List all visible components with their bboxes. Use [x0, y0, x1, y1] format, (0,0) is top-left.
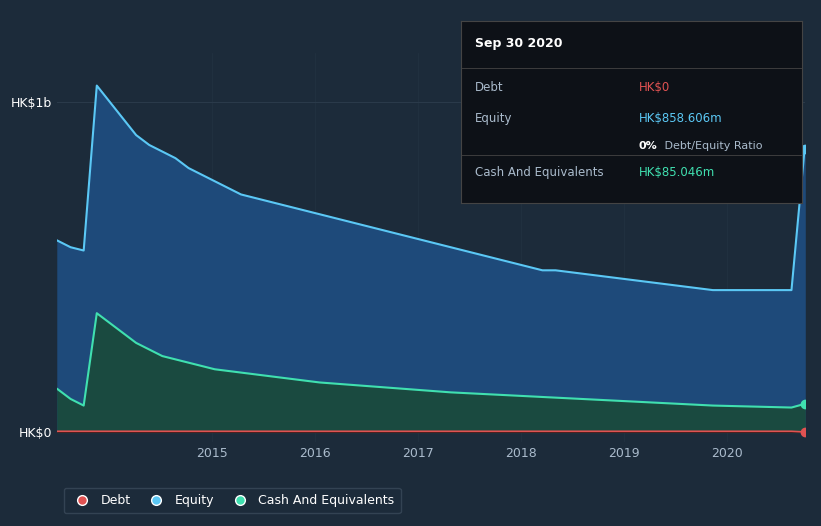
Text: HK$858.606m: HK$858.606m [639, 112, 722, 125]
Text: Debt: Debt [475, 81, 503, 94]
Text: HK$85.046m: HK$85.046m [639, 166, 715, 179]
Text: Debt/Equity Ratio: Debt/Equity Ratio [661, 141, 762, 151]
Text: HK$0: HK$0 [639, 81, 670, 94]
Text: Equity: Equity [475, 112, 512, 125]
Text: Sep 30 2020: Sep 30 2020 [475, 37, 562, 50]
Text: Cash And Equivalents: Cash And Equivalents [475, 166, 603, 179]
Legend: Debt, Equity, Cash And Equivalents: Debt, Equity, Cash And Equivalents [64, 488, 401, 513]
Text: 0%: 0% [639, 141, 658, 151]
